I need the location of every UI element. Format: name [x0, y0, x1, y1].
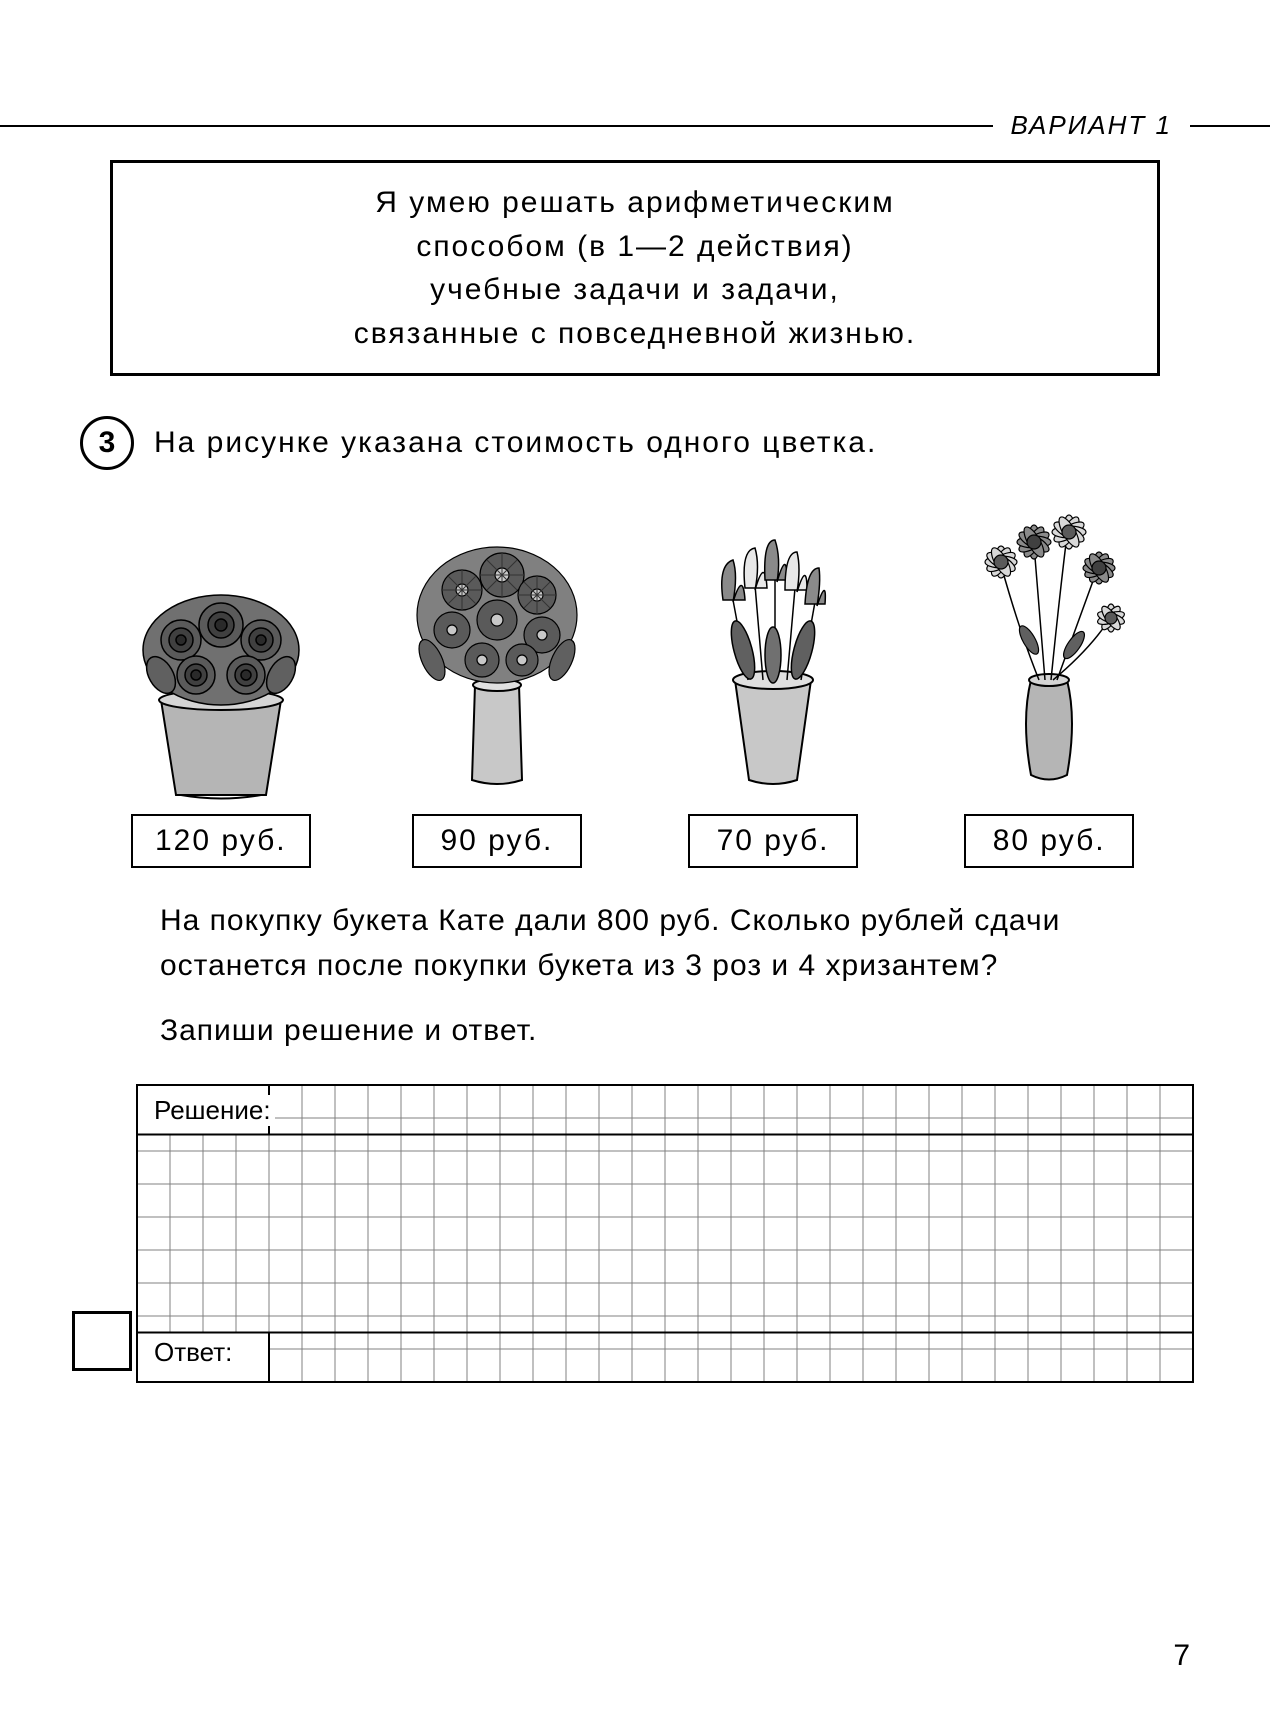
score-box[interactable] [72, 1311, 132, 1371]
objective-line-2: способом (в 1—2 действия) [143, 225, 1127, 269]
solution-label: Решение: [150, 1095, 275, 1126]
roses-icon [111, 500, 331, 800]
answer-grid[interactable] [135, 1083, 1195, 1384]
chrysanthemums-icon [387, 500, 607, 800]
task-body-text-2: Запиши решение и ответ. [160, 1008, 1180, 1053]
variant-label: ВАРИАНТ 1 [993, 110, 1190, 141]
tulips-icon [663, 500, 883, 800]
task-body-text-1: На покупку букета Кате дали 800 руб. Ско… [160, 898, 1180, 988]
objective-line-3: учебные задачи и задачи, [143, 268, 1127, 312]
task-header: 3 На рисунке указана стоимость одного цв… [80, 416, 1190, 470]
daisies-icon [939, 500, 1159, 800]
price-tulips: 70 руб. [688, 814, 858, 868]
price-daisies: 80 руб. [964, 814, 1134, 868]
objective-box: Я умею решать арифметическим способом (в… [110, 160, 1160, 376]
answer-grid-area: Решение: Ответ: [80, 1083, 1190, 1393]
flower-col-daisies: 80 руб. [918, 500, 1180, 868]
price-roses: 120 руб. [131, 814, 311, 868]
price-chrysanthemums: 90 руб. [412, 814, 582, 868]
objective-line-4: связанные с повседневной жизнью. [143, 312, 1127, 356]
worksheet-page: ВАРИАНТ 1 Я умею решать арифметическим с… [0, 0, 1270, 1713]
header-line-right [1190, 125, 1270, 127]
flower-col-chrysanthemums: 90 руб. [366, 500, 628, 868]
header-line-left [0, 125, 993, 127]
flower-col-roses: 120 руб. [90, 500, 352, 868]
task-intro-text: На рисунке указана стоимость одного цвет… [154, 426, 877, 460]
task-body: На покупку букета Кате дали 800 руб. Ско… [160, 898, 1180, 1053]
flowers-row: 120 руб. [90, 500, 1180, 868]
page-number: 7 [1173, 1639, 1190, 1673]
answer-label: Ответ: [150, 1337, 236, 1368]
objective-line-1: Я умею решать арифметическим [143, 181, 1127, 225]
header-rule: ВАРИАНТ 1 [0, 110, 1270, 141]
task-number-badge: 3 [80, 416, 134, 470]
flower-col-tulips: 70 руб. [642, 500, 904, 868]
